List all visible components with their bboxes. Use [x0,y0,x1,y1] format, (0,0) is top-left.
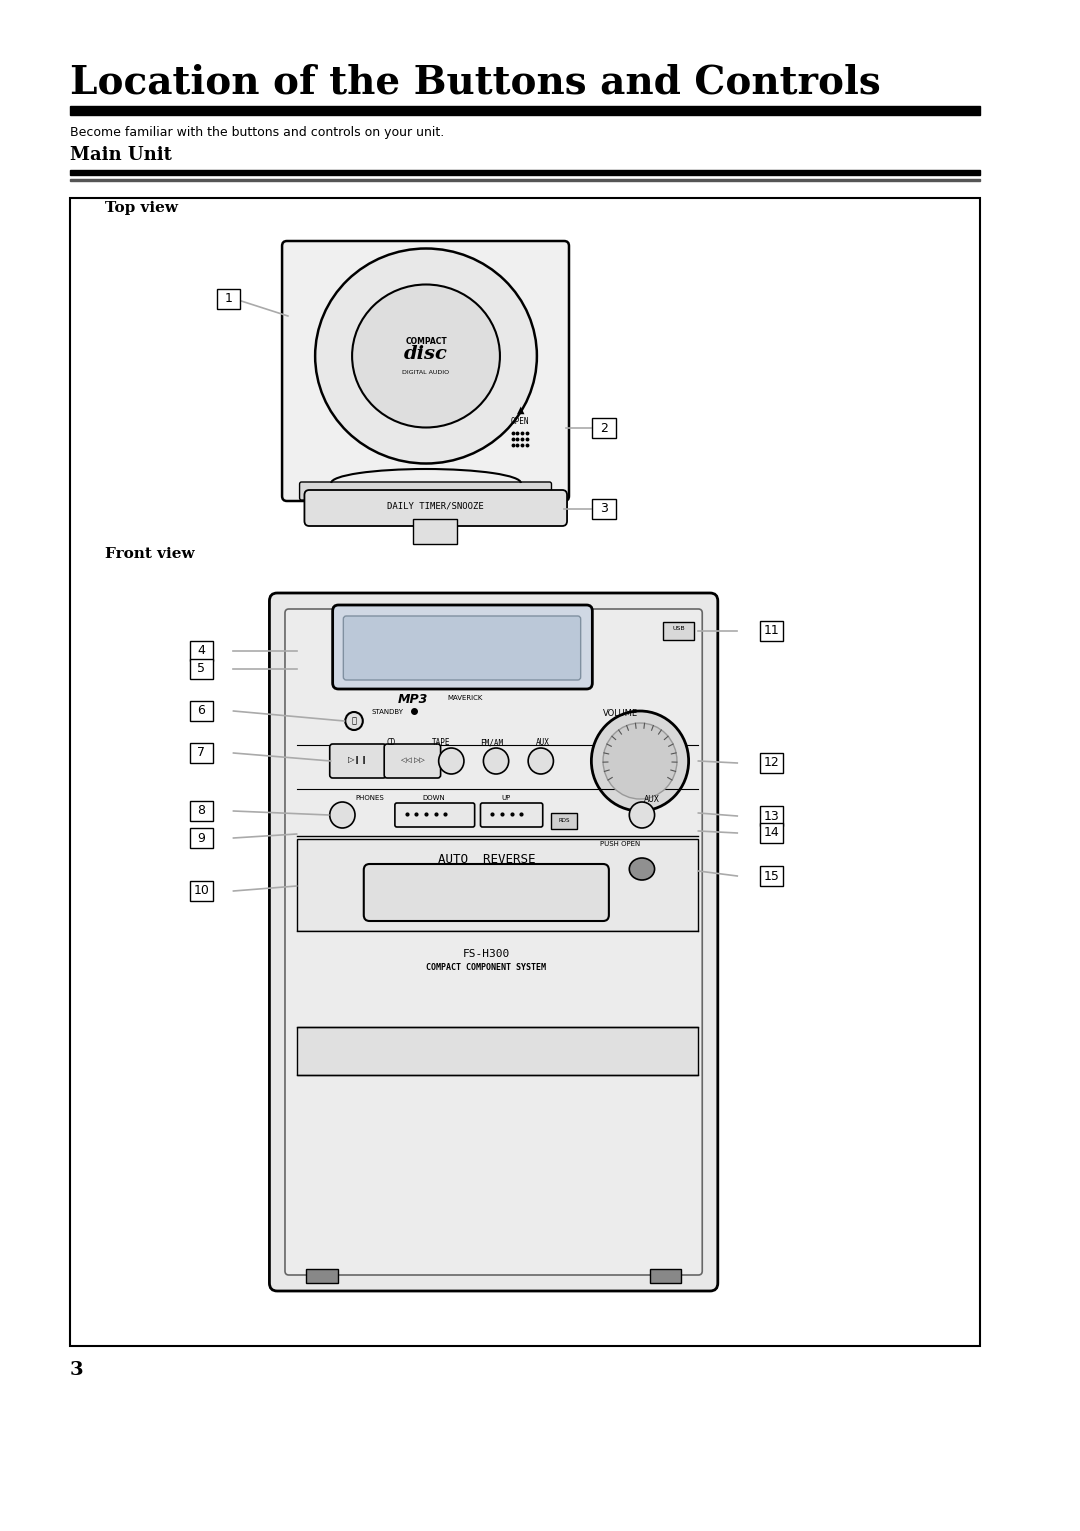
Circle shape [484,749,509,775]
FancyBboxPatch shape [663,622,694,640]
Circle shape [603,723,677,799]
Bar [759,867,783,886]
Text: 4: 4 [198,645,205,657]
Text: AUX: AUX [644,795,660,804]
Text: ◁◁ ▷▷: ◁◁ ▷▷ [401,756,424,762]
FancyBboxPatch shape [333,605,592,689]
Bar [759,622,783,641]
Bar [592,418,616,438]
Bar [190,701,213,721]
Text: CD: CD [387,738,395,747]
Text: UP: UP [501,795,511,801]
Text: COMPACT COMPONENT SYSTEM: COMPACT COMPONENT SYSTEM [427,963,546,972]
Text: ▲: ▲ [516,406,524,415]
Bar [70,197,981,1346]
Bar [297,931,699,991]
Text: Become familiar with the buttons and controls on your unit.: Become familiar with the buttons and con… [70,126,444,139]
Text: VOLUME: VOLUME [603,709,638,718]
FancyBboxPatch shape [395,802,474,827]
Text: 12: 12 [764,756,779,770]
Text: AUTO  REVERSE: AUTO REVERSE [437,853,535,867]
Text: 13: 13 [764,810,779,822]
Text: DIGITAL AUDIO: DIGITAL AUDIO [403,371,449,375]
Circle shape [528,749,553,775]
Bar [190,880,213,902]
Text: OPEN: OPEN [511,416,529,426]
Text: USB: USB [673,626,685,631]
FancyBboxPatch shape [552,813,577,828]
Bar [190,801,213,821]
Text: TAPE: TAPE [432,738,450,747]
Ellipse shape [352,285,500,427]
Bar [190,743,213,762]
Bar [190,658,213,680]
Text: 8: 8 [198,804,205,818]
Circle shape [346,712,363,730]
FancyBboxPatch shape [269,592,718,1291]
Bar [650,1269,680,1283]
FancyBboxPatch shape [364,863,609,922]
FancyBboxPatch shape [285,609,702,1275]
Text: FM/AM: FM/AM [481,738,503,747]
Text: Location of the Buttons and Controls: Location of the Buttons and Controls [70,63,881,101]
FancyBboxPatch shape [343,615,581,680]
Bar [217,289,240,309]
Text: RDS: RDS [558,818,570,822]
Text: PHONES: PHONES [355,795,384,801]
Text: ▷❙❙: ▷❙❙ [348,755,368,764]
FancyBboxPatch shape [384,744,441,778]
Text: 6: 6 [198,704,205,718]
Circle shape [592,710,689,811]
FancyBboxPatch shape [299,482,552,501]
Bar [190,641,213,661]
Text: DAILY TIMER/SNOOZE: DAILY TIMER/SNOOZE [388,502,484,510]
Text: PUSH OPEN: PUSH OPEN [600,841,640,847]
Circle shape [438,749,464,775]
Bar [70,106,981,115]
Text: 5: 5 [198,663,205,675]
Text: 3: 3 [600,502,608,516]
Bar [307,1269,338,1283]
Bar [297,839,699,931]
Text: JVC: JVC [465,622,523,651]
Text: 1: 1 [225,292,232,306]
FancyBboxPatch shape [305,490,567,527]
Bar [592,499,616,519]
Text: Main Unit: Main Unit [70,145,172,164]
Text: Top view: Top view [105,201,178,214]
Bar [759,753,783,773]
Text: ⏻: ⏻ [352,717,356,726]
Bar [70,170,981,175]
Circle shape [630,802,654,828]
Ellipse shape [315,248,537,464]
Text: 15: 15 [764,870,780,882]
Text: 10: 10 [193,885,210,897]
FancyBboxPatch shape [329,744,387,778]
Ellipse shape [630,857,654,880]
Text: 9: 9 [198,831,205,845]
Text: 2: 2 [600,421,608,435]
Text: 11: 11 [764,625,779,637]
Bar [190,828,213,848]
Text: FS-H300: FS-H300 [462,949,510,958]
Bar [759,824,783,844]
Bar [297,1027,699,1075]
Text: MP3: MP3 [399,694,429,706]
FancyBboxPatch shape [282,240,569,501]
Text: disc: disc [404,344,448,363]
Text: DOWN: DOWN [422,795,445,801]
Bar [759,805,783,827]
Circle shape [329,802,355,828]
Text: COMPACT: COMPACT [405,337,447,346]
Bar [70,179,981,181]
Text: 3: 3 [70,1361,83,1379]
Text: 14: 14 [764,827,779,839]
Text: MAVERICK: MAVERICK [447,695,483,701]
Text: AUX: AUX [536,738,550,747]
Text: STANDBY: STANDBY [372,709,404,715]
Text: 7: 7 [198,747,205,759]
Bar [414,519,457,544]
FancyBboxPatch shape [481,802,543,827]
Text: Front view: Front view [105,547,194,560]
